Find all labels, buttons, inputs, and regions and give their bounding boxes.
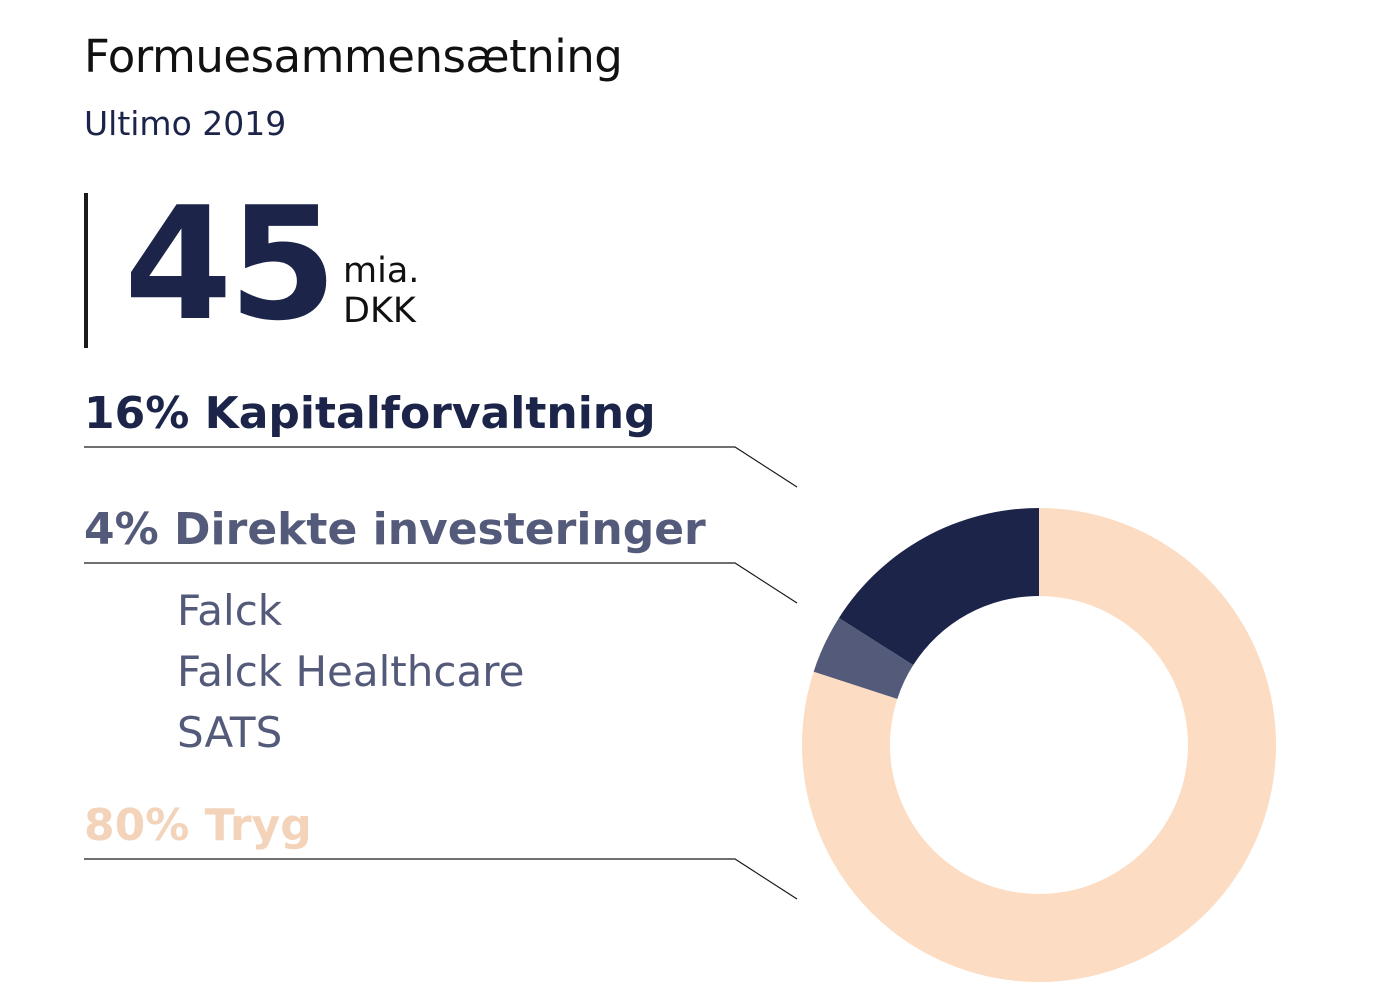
leader-line-direkte-investeringer [84, 562, 798, 604]
leader-lines [84, 446, 798, 900]
label-tryg: 80% Tryg [84, 800, 312, 851]
leader-line-kapitalforvaltning [84, 446, 798, 488]
chart-subtitle: Ultimo 2019 [84, 104, 287, 143]
sublabel-falck: Falck [177, 586, 283, 635]
donut-slice-kapitalforvaltning [838, 508, 1039, 666]
donut-slice-tryg [802, 508, 1276, 982]
total-unit-line1: mia. [343, 251, 420, 291]
chart-title: Formuesammensætning [84, 30, 623, 83]
donut-slices [802, 508, 1276, 982]
donut-slice-direkte-investeringer [813, 618, 914, 699]
label-direkte-investeringer: 4% Direkte investeringer [84, 504, 706, 555]
total-unit-line2: DKK [343, 291, 416, 331]
sublabel-falck-healthcare: Falck Healthcare [177, 647, 525, 696]
sublabel-sats: SATS [177, 708, 283, 757]
label-kapitalforvaltning: 16% Kapitalforvaltning [84, 388, 656, 439]
leader-line-tryg [84, 858, 798, 900]
total-accent-bar [84, 193, 88, 348]
total-value: 45 [124, 173, 337, 355]
